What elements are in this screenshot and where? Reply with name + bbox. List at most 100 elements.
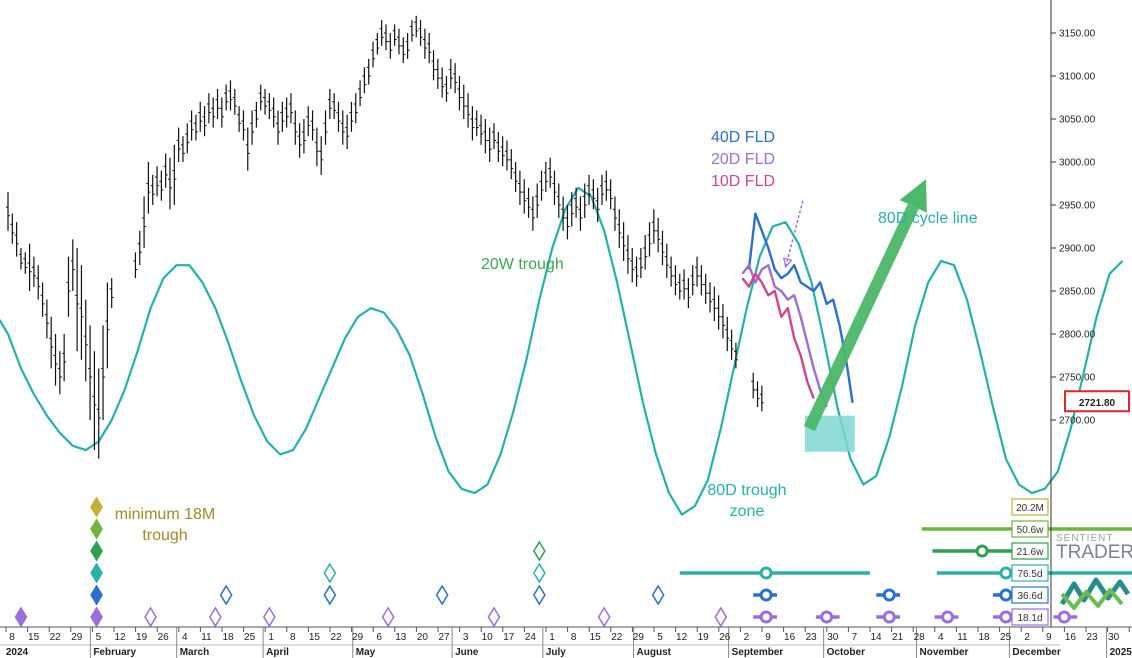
cycle-trough-diamond bbox=[532, 584, 546, 606]
price-bar bbox=[492, 123, 496, 150]
cycle-period-tag: 50.6w bbox=[1011, 520, 1049, 538]
price-bar bbox=[392, 24, 397, 46]
price-bar bbox=[526, 187, 531, 218]
price-bar bbox=[664, 243, 669, 279]
logo-text-main: TRADER bbox=[1056, 542, 1132, 563]
cycle-period-label: 36.6d bbox=[1017, 591, 1042, 602]
cycle-trough-diamond bbox=[219, 584, 233, 606]
price-bar bbox=[137, 230, 142, 266]
price-bar bbox=[656, 217, 661, 253]
price-bar bbox=[18, 248, 23, 270]
cycle-row bbox=[90, 518, 1132, 540]
price-bar bbox=[418, 20, 423, 46]
price-bar bbox=[109, 278, 114, 309]
x-tick-label: 28 bbox=[914, 632, 926, 643]
price-bar bbox=[440, 67, 445, 98]
y-tick-label: 2900.00 bbox=[1059, 244, 1096, 255]
price-bar bbox=[578, 196, 583, 231]
price-bar bbox=[621, 222, 626, 261]
x-month-label: July bbox=[546, 647, 566, 658]
price-bar bbox=[453, 63, 458, 94]
y-tick-label: 2850.00 bbox=[1059, 287, 1096, 298]
price-bar bbox=[548, 157, 553, 188]
logo-text-top: SENTIENT bbox=[1056, 533, 1114, 544]
cycle-period-label: 18.1d bbox=[1017, 613, 1042, 624]
y-tick-label: 3150.00 bbox=[1059, 29, 1096, 40]
cycle-period-tag: 20.2M bbox=[1011, 498, 1049, 516]
x-tick-label: 22 bbox=[50, 632, 62, 643]
cycle-period-box bbox=[1011, 586, 1049, 604]
price-bar bbox=[349, 101, 354, 132]
x-month-label: June bbox=[455, 647, 479, 658]
x-tick-label: 16 bbox=[784, 632, 796, 643]
20d-fld-line bbox=[741, 264, 828, 408]
price-bar bbox=[180, 136, 185, 162]
cycle-period-label: 50.6w bbox=[1017, 525, 1044, 536]
price-bar bbox=[88, 325, 93, 420]
x-tick-label: 22 bbox=[611, 632, 623, 643]
price-bar bbox=[206, 93, 211, 124]
cycle-row bbox=[90, 540, 1039, 562]
price-bar bbox=[172, 144, 177, 205]
price-bar bbox=[643, 235, 648, 270]
price-bar bbox=[409, 20, 414, 42]
x-tick-label: 1 bbox=[268, 632, 274, 643]
x-tick-label: 29 bbox=[352, 632, 364, 643]
80d-cycle-line-line bbox=[0, 186, 1124, 516]
x-tick-label: 7 bbox=[852, 632, 858, 643]
price-bar bbox=[517, 170, 522, 205]
label-minimum-18m-trough: minimum 18M bbox=[115, 506, 215, 523]
price-bar bbox=[587, 174, 592, 205]
cycle-trough-diamond bbox=[90, 518, 103, 540]
price-bar bbox=[163, 153, 168, 188]
x-month-label: September bbox=[732, 647, 784, 658]
x-tick-label: 12 bbox=[114, 632, 126, 643]
x-tick-label: 5 bbox=[657, 632, 663, 643]
cycle-period-box bbox=[1011, 542, 1049, 560]
price-bar bbox=[62, 334, 67, 382]
price-bar bbox=[159, 170, 164, 201]
label-20d-fld: 20D FLD bbox=[711, 151, 775, 168]
y-tick-label: 2950.00 bbox=[1059, 201, 1096, 212]
price-bar bbox=[673, 265, 678, 296]
x-tick-label: 30 bbox=[1108, 632, 1120, 643]
cycle-trough-diamond bbox=[90, 540, 103, 562]
price-bar bbox=[263, 88, 268, 115]
price-bar bbox=[699, 265, 704, 296]
price-bar bbox=[384, 24, 388, 51]
cycle-trough-diamond bbox=[435, 584, 449, 606]
price-bar bbox=[625, 235, 630, 274]
y-tick-label: 3050.00 bbox=[1059, 115, 1096, 126]
x-month-label: March bbox=[180, 647, 209, 658]
price-bar bbox=[444, 76, 449, 102]
cycle-period-box bbox=[1011, 564, 1049, 582]
price-bar bbox=[340, 110, 345, 145]
cycle-row bbox=[90, 584, 1017, 606]
x-tick-label: 21 bbox=[892, 632, 904, 643]
price-bar bbox=[552, 170, 557, 205]
price-bar bbox=[669, 256, 674, 287]
price-bar bbox=[57, 351, 62, 395]
price-bar bbox=[44, 299, 49, 339]
price-bar bbox=[427, 33, 432, 64]
projection-arrow-shaft bbox=[803, 203, 919, 432]
logo-wave-icon bbox=[1059, 577, 1131, 606]
price-bar bbox=[556, 183, 561, 218]
cycle-projection-circle bbox=[820, 610, 834, 624]
price-bar bbox=[543, 162, 548, 193]
x-month-label: October bbox=[827, 647, 865, 658]
label-20w-trough: 20W trough bbox=[481, 256, 564, 273]
price-bar bbox=[10, 213, 15, 244]
price-bar bbox=[49, 316, 54, 369]
price-bar bbox=[695, 256, 700, 287]
x-tick-label: 27 bbox=[438, 632, 450, 643]
sentient-trader-logo: SENTIENT TRADER bbox=[1056, 533, 1132, 625]
price-bar bbox=[79, 265, 84, 360]
price-bar bbox=[284, 97, 289, 128]
cycle-projection-circle bbox=[975, 544, 989, 558]
price-bar bbox=[189, 110, 194, 141]
label-80d-cycle-line: 80D cycle line bbox=[878, 210, 978, 227]
price-bar bbox=[569, 192, 574, 227]
x-tick-label: 12 bbox=[676, 632, 688, 643]
label-40d-fld: 40D FLD bbox=[711, 129, 775, 146]
